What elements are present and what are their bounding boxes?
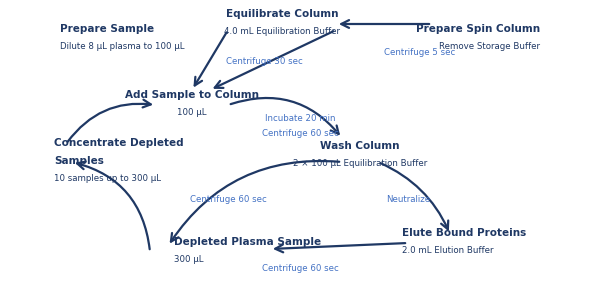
Text: Elute Bound Proteins: Elute Bound Proteins xyxy=(402,228,526,238)
Text: 2 × 100 μL Equilibration Buffer: 2 × 100 μL Equilibration Buffer xyxy=(293,159,427,168)
Text: Concentrate Depleted: Concentrate Depleted xyxy=(54,138,184,148)
Text: Dilute 8 μL plasma to 100 μL: Dilute 8 μL plasma to 100 μL xyxy=(60,42,185,51)
Text: Samples: Samples xyxy=(54,156,104,166)
Text: Wash Column: Wash Column xyxy=(320,141,400,151)
Text: Incubate 20 min: Incubate 20 min xyxy=(265,114,335,123)
Text: Centrifuge 60 sec: Centrifuge 60 sec xyxy=(190,195,266,204)
Text: Centrifuge 5 sec: Centrifuge 5 sec xyxy=(385,48,455,57)
Text: Add Sample to Column: Add Sample to Column xyxy=(125,90,259,100)
Text: Neutralize: Neutralize xyxy=(386,195,430,204)
Text: Centrifuge 60 sec: Centrifuge 60 sec xyxy=(262,129,338,138)
Text: 100 μL: 100 μL xyxy=(177,108,207,117)
Text: Remove Storage Buffer: Remove Storage Buffer xyxy=(439,42,540,51)
Text: Prepare Spin Column: Prepare Spin Column xyxy=(416,24,540,34)
Text: Depleted Plasma Sample: Depleted Plasma Sample xyxy=(174,237,321,247)
Text: 300 μL: 300 μL xyxy=(174,255,203,264)
Text: Centrifuge 30 sec: Centrifuge 30 sec xyxy=(226,57,302,66)
Text: 10 samples up to 300 μL: 10 samples up to 300 μL xyxy=(54,174,161,183)
Text: Centrifuge 60 sec: Centrifuge 60 sec xyxy=(262,264,338,273)
Text: Prepare Sample: Prepare Sample xyxy=(60,24,154,34)
Text: 4.0 mL Equilibration Buffer: 4.0 mL Equilibration Buffer xyxy=(224,27,340,36)
Text: 2.0 mL Elution Buffer: 2.0 mL Elution Buffer xyxy=(402,246,493,255)
Text: Equilibrate Column: Equilibrate Column xyxy=(226,9,338,19)
